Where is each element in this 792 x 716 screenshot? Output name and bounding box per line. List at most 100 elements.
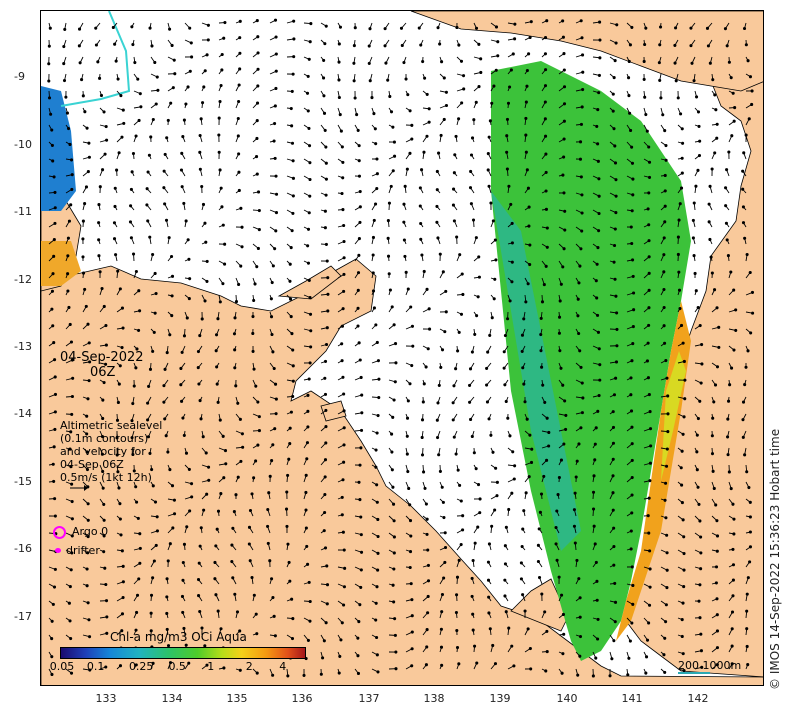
velocity-arrow-head [67,219,71,223]
velocity-arrow-head [156,88,160,92]
velocity-arrow-head [138,546,142,550]
velocity-arrow-head [724,204,728,208]
velocity-arrow-head [629,376,633,380]
velocity-arrow-head [476,525,480,529]
velocity-arrow-head [628,43,632,47]
velocity-arrow-head [238,51,242,55]
velocity-arrow-head [273,427,277,431]
velocity-arrow-head [308,361,312,365]
velocity-arrow-head [324,145,328,149]
velocity-arrow-head [732,288,736,292]
velocity-arrow-head [629,409,634,413]
velocity-arrow-head [392,140,396,144]
velocity-arrow-head [188,26,192,30]
velocity-arrow-head [128,220,133,224]
velocity-arrow-head [676,96,680,100]
velocity-arrow-head [185,316,189,320]
velocity-arrow-head [491,219,495,223]
velocity-arrow-head [648,567,652,571]
velocity-arrow-head [557,331,561,335]
velocity-arrow-head [322,111,327,115]
velocity-arrow-head [469,169,473,174]
velocity-arrow-head [648,603,652,607]
velocity-arrow-head [630,161,635,165]
velocity-arrow-head [455,645,460,650]
velocity-arrow-head [683,397,687,401]
velocity-arrow-head [202,85,206,89]
velocity-arrow-head [116,269,120,273]
velocity-arrow-head [70,412,74,416]
velocity-arrow-head [611,491,615,495]
velocity-arrow-head [146,401,150,405]
velocity-arrow-head [452,384,456,388]
velocity-arrow-head [291,211,295,215]
velocity-arrow-head [715,136,719,140]
colorbar-tick-label: 0.5 [168,660,186,673]
velocity-arrow-head [426,579,431,583]
velocity-arrow-head [220,52,224,57]
velocity-arrow-head [274,192,279,196]
velocity-arrow-head [469,153,474,157]
velocity-arrow-head [139,105,143,109]
velocity-arrow-head [543,100,547,104]
velocity-arrow-head [257,429,261,433]
map-frame[interactable] [40,10,764,686]
velocity-arrow-head [391,125,395,129]
velocity-arrow-head [66,272,70,276]
velocity-arrow-head [179,366,183,370]
velocity-arrow-head [726,453,730,457]
velocity-arrow-head [425,532,429,536]
velocity-arrow-head [218,418,222,422]
velocity-arrow-head [519,577,523,581]
velocity-arrow-head [207,478,211,482]
velocity-arrow-head [324,621,328,625]
velocity-arrow-head [233,316,237,320]
velocity-arrow-head [558,299,562,303]
velocity-arrow-head [358,220,362,224]
velocity-arrow-head [494,25,499,29]
velocity-arrow-head [103,152,107,156]
velocity-arrow-head [485,366,489,370]
velocity-arrow-head [486,560,491,564]
velocity-arrow-head [577,331,581,336]
velocity-arrow-head [731,502,735,506]
velocity-arrow-head [579,19,583,23]
velocity-arrow-head [383,27,387,31]
velocity-arrow-head [307,57,311,61]
velocity-arrow-head [342,289,346,293]
velocity-arrow-head [526,186,530,190]
velocity-arrow-head [307,377,311,381]
velocity-arrow-head [646,514,650,518]
velocity-arrow-head [371,253,375,257]
velocity-arrow-head [444,289,448,293]
velocity-arrow-head [291,194,295,198]
velocity-arrow-head [170,484,175,488]
velocity-arrow-head [452,435,456,439]
velocity-arrow-head [507,184,511,188]
velocity-arrow-head [145,187,149,191]
velocity-arrow-head [749,331,753,335]
velocity-arrow-head [50,672,54,677]
velocity-arrow-head [452,171,456,175]
velocity-arrow-head [522,317,526,321]
velocity-arrow-head [147,384,151,388]
velocity-arrow-head [748,515,752,519]
velocity-arrow-head [579,122,584,126]
velocity-arrow-head [291,72,295,76]
velocity-arrow-head [274,229,278,233]
velocity-arrow-head [545,19,549,23]
velocity-arrow-head [562,155,566,159]
velocity-arrow-head [241,445,245,449]
velocity-arrow-head [47,62,51,66]
velocity-arrow-head [171,526,175,530]
velocity-arrow-head [190,495,194,499]
velocity-arrow-head [377,377,381,381]
velocity-arrow-head [487,595,491,599]
velocity-arrow-head [342,392,346,396]
velocity-arrow-head [662,287,666,292]
velocity-arrow-head [53,410,57,414]
velocity-arrow-head [171,86,175,90]
velocity-arrow-head [323,226,327,230]
velocity-arrow-head [376,534,380,539]
velocity-arrow-head [236,134,240,138]
